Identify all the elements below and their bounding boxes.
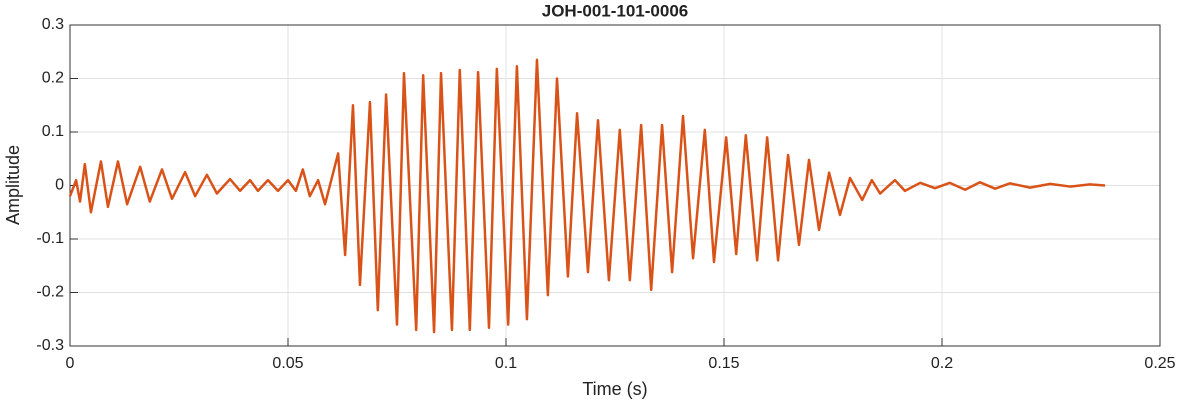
axes-box <box>69 24 1161 347</box>
y-tick-label: 0 <box>55 177 64 194</box>
x-tick-label: 0.1 <box>495 355 517 372</box>
y-tick-label: -0.3 <box>36 337 64 354</box>
waveform-line <box>68 58 1106 334</box>
x-tick-label: 0 <box>66 355 75 372</box>
x-tick-label: 0.25 <box>1144 355 1175 372</box>
x-tick-label: 0.15 <box>708 355 739 372</box>
y-tick-label: -0.2 <box>36 284 64 301</box>
y-tick-label: 0.1 <box>42 123 64 140</box>
y-axis-label: Amplitude <box>3 145 23 225</box>
y-tick-label: 0.3 <box>42 16 64 33</box>
chart-title: JOH-001-101-0006 <box>542 1 688 20</box>
y-tick-label: 0.2 <box>42 70 64 87</box>
x-tick-label: 0.2 <box>931 355 953 372</box>
y-tick-label: -0.1 <box>36 230 64 247</box>
x-tick-label: 0.05 <box>272 355 303 372</box>
x-axis-label: Time (s) <box>582 379 647 399</box>
